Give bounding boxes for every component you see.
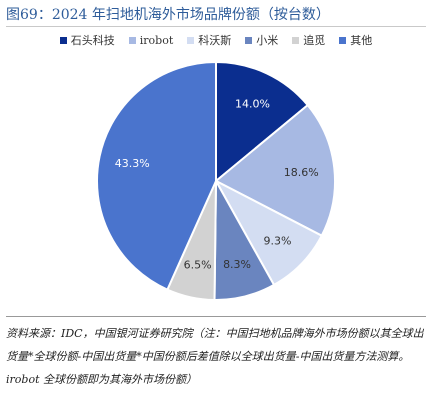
pie-slice-1 <box>214 103 336 238</box>
slice-value-label-3: 8.3% <box>223 258 251 271</box>
chart-legend: 石头科技 irobot 科沃斯 小米 追觅 其他 <box>0 32 432 48</box>
slice-value-label-1: 18.6% <box>284 166 319 179</box>
legend-swatch <box>339 36 347 44</box>
legend-label: irobot <box>139 33 174 47</box>
chart-title: 图69：2024 年扫地机海外市场品牌份额（按台数） <box>6 7 330 23</box>
legend-swatch <box>128 36 136 44</box>
source-note: 资料来源：IDC，中国银河证券研究院（注：中国扫地机品牌海外市场份额以其全球出货… <box>6 327 424 386</box>
legend-swatch <box>245 36 253 44</box>
legend-label: 石头科技 <box>70 34 115 47</box>
slice-value-label-0: 14.0% <box>235 97 270 110</box>
legend-item-4: 追觅 <box>292 32 325 48</box>
slice-value-label-4: 6.5% <box>184 259 212 272</box>
legend-item-5: 其他 <box>339 32 372 48</box>
legend-label: 科沃斯 <box>198 34 232 47</box>
pie-slice-0 <box>215 60 310 184</box>
legend-item-1: irobot <box>128 32 174 48</box>
legend-label: 其他 <box>350 34 373 47</box>
slice-value-label-2: 9.3% <box>264 235 292 248</box>
legend-label: 小米 <box>256 34 279 47</box>
legend-label: 追觅 <box>303 34 326 47</box>
legend-item-2: 科沃斯 <box>187 32 231 48</box>
legend-item-3: 小米 <box>245 32 278 48</box>
source-divider <box>6 316 426 317</box>
legend-swatch <box>59 36 67 44</box>
slice-value-label-5: 43.3% <box>115 157 150 170</box>
title-divider <box>6 26 426 27</box>
legend-swatch <box>292 36 300 44</box>
legend-item-0: 石头科技 <box>59 32 115 48</box>
pie-chart: 14.0% 18.6% 9.3% 8.3% 6.5% 43.3% <box>96 60 336 302</box>
legend-swatch <box>187 36 195 44</box>
pie-slice-5 <box>96 60 217 291</box>
